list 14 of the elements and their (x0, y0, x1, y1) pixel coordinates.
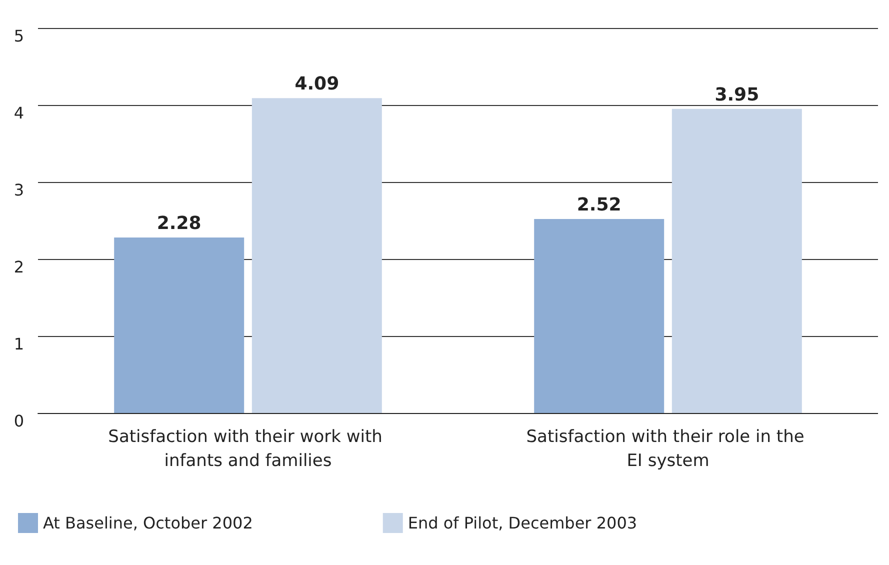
data-label: 2.52 (576, 194, 622, 216)
x-tick-label: Satisfaction with their work with infants and families (108, 427, 388, 471)
y-tick-label: 0 (14, 412, 24, 430)
data-label: 2.28 (156, 212, 202, 234)
data-label: 4.09 (294, 74, 340, 95)
y-tick-label: 3 (14, 180, 24, 200)
data-label: 3.95 (714, 84, 760, 106)
legend-label: At Baseline, October 2002 (43, 514, 253, 532)
legend-label: End of Pilot, December 2003 (408, 514, 638, 532)
y-tick-label: 5 (14, 26, 24, 46)
y-tick-label: 2 (14, 258, 24, 276)
y-tick-label: 1 (14, 334, 24, 354)
y-tick-label: 4 (14, 104, 24, 122)
x-tick-label: Satisfaction with their role in the EI system (526, 427, 810, 471)
